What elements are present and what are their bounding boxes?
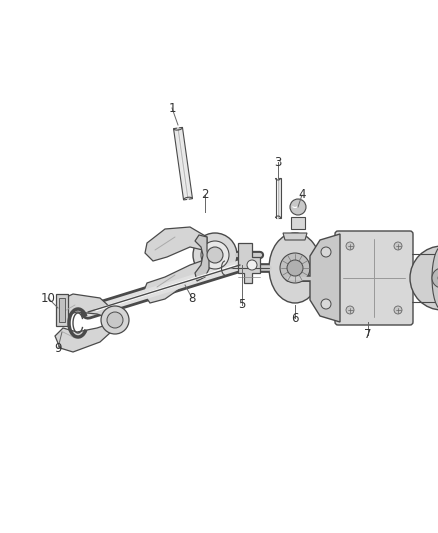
Bar: [59, 298, 65, 322]
Circle shape: [346, 242, 354, 250]
Text: 7: 7: [364, 328, 372, 342]
Polygon shape: [55, 324, 111, 352]
Polygon shape: [276, 178, 280, 218]
Text: 9: 9: [54, 342, 62, 354]
Ellipse shape: [269, 233, 321, 303]
Circle shape: [201, 241, 229, 269]
Polygon shape: [310, 234, 340, 322]
Text: 10: 10: [41, 292, 56, 304]
Bar: [56, 294, 68, 326]
Text: 2: 2: [201, 189, 209, 201]
Ellipse shape: [410, 246, 438, 310]
Circle shape: [394, 242, 402, 250]
Circle shape: [207, 247, 223, 263]
FancyBboxPatch shape: [335, 231, 413, 325]
Ellipse shape: [280, 253, 310, 283]
Circle shape: [394, 306, 402, 314]
Circle shape: [193, 233, 237, 277]
Circle shape: [432, 268, 438, 288]
Bar: [291, 217, 305, 229]
Text: 1: 1: [168, 101, 176, 115]
Text: 3: 3: [274, 156, 282, 168]
Polygon shape: [145, 227, 207, 261]
Circle shape: [101, 306, 129, 334]
Circle shape: [346, 306, 354, 314]
Circle shape: [247, 260, 257, 270]
Circle shape: [107, 312, 123, 328]
Text: 6: 6: [291, 311, 299, 325]
Circle shape: [321, 247, 331, 257]
Circle shape: [321, 299, 331, 309]
Ellipse shape: [432, 246, 438, 310]
Circle shape: [290, 199, 306, 215]
Text: 5: 5: [238, 298, 246, 311]
Polygon shape: [143, 259, 209, 303]
Polygon shape: [283, 233, 307, 240]
Polygon shape: [57, 294, 111, 318]
Text: 4: 4: [298, 189, 306, 201]
Text: 8: 8: [188, 292, 196, 304]
Polygon shape: [238, 243, 260, 283]
Circle shape: [287, 260, 303, 276]
Polygon shape: [173, 127, 192, 200]
Polygon shape: [195, 235, 209, 281]
